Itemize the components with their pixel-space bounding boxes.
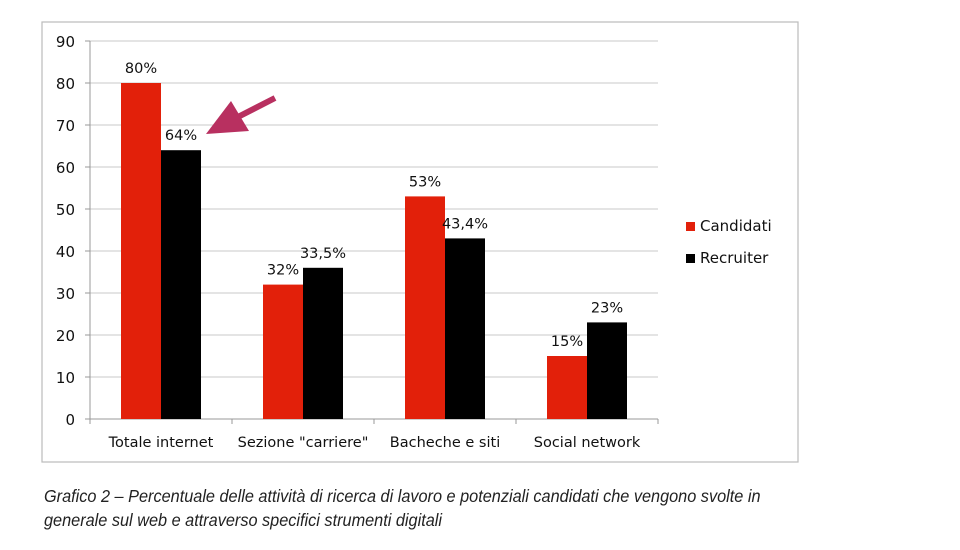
y-tick-label: 10 bbox=[56, 369, 75, 387]
chart-caption: Grafico 2 – Percentuale delle attività d… bbox=[44, 484, 881, 532]
y-tick-label: 80 bbox=[56, 75, 75, 93]
bar-recruiter bbox=[161, 150, 201, 419]
y-tick-label: 60 bbox=[56, 159, 75, 177]
data-label: 23% bbox=[591, 300, 623, 316]
legend-label: Recruiter bbox=[700, 249, 769, 267]
y-tick-label: 50 bbox=[56, 201, 75, 219]
data-label: 32% bbox=[267, 263, 299, 279]
y-tick-label: 90 bbox=[56, 33, 75, 51]
y-tick-label: 40 bbox=[56, 243, 75, 261]
bar-candidati bbox=[547, 356, 587, 419]
x-tick-label: Totale internet bbox=[108, 435, 214, 451]
data-label: 80% bbox=[125, 61, 157, 77]
bar-chart: 0 10 20 30 40 50 60 70 80 90 Totale internet 80% 64… bbox=[41, 21, 799, 463]
caption-line-2: generale sul web e attraverso specifici … bbox=[44, 510, 443, 530]
y-tick-label: 30 bbox=[56, 285, 75, 303]
data-label: 53% bbox=[409, 174, 441, 190]
legend-label: Candidati bbox=[700, 217, 772, 235]
x-tick-label: Bacheche e siti bbox=[390, 435, 500, 451]
data-label: 43,4% bbox=[442, 216, 488, 232]
data-label: 33,5% bbox=[300, 246, 346, 262]
bar-candidati bbox=[263, 284, 303, 419]
y-tick-label: 20 bbox=[56, 327, 75, 345]
x-tick-label: Social network bbox=[534, 435, 641, 451]
x-tick-label: Sezione "carriere" bbox=[238, 435, 369, 451]
data-label: 64% bbox=[165, 128, 197, 144]
bar-candidati bbox=[405, 196, 445, 419]
data-label: 15% bbox=[551, 334, 583, 350]
y-tick-label: 70 bbox=[56, 117, 75, 135]
y-tick-label: 0 bbox=[65, 411, 75, 429]
caption-line-1: Grafico 2 – Percentuale delle attività d… bbox=[44, 486, 761, 506]
legend-swatch bbox=[686, 222, 695, 231]
bar-recruiter bbox=[303, 267, 343, 419]
legend-swatch bbox=[686, 254, 695, 263]
bar-candidati bbox=[121, 83, 161, 419]
arrow-annotation bbox=[206, 95, 277, 134]
bar-recruiter bbox=[587, 322, 627, 419]
bar-recruiter bbox=[445, 238, 485, 419]
